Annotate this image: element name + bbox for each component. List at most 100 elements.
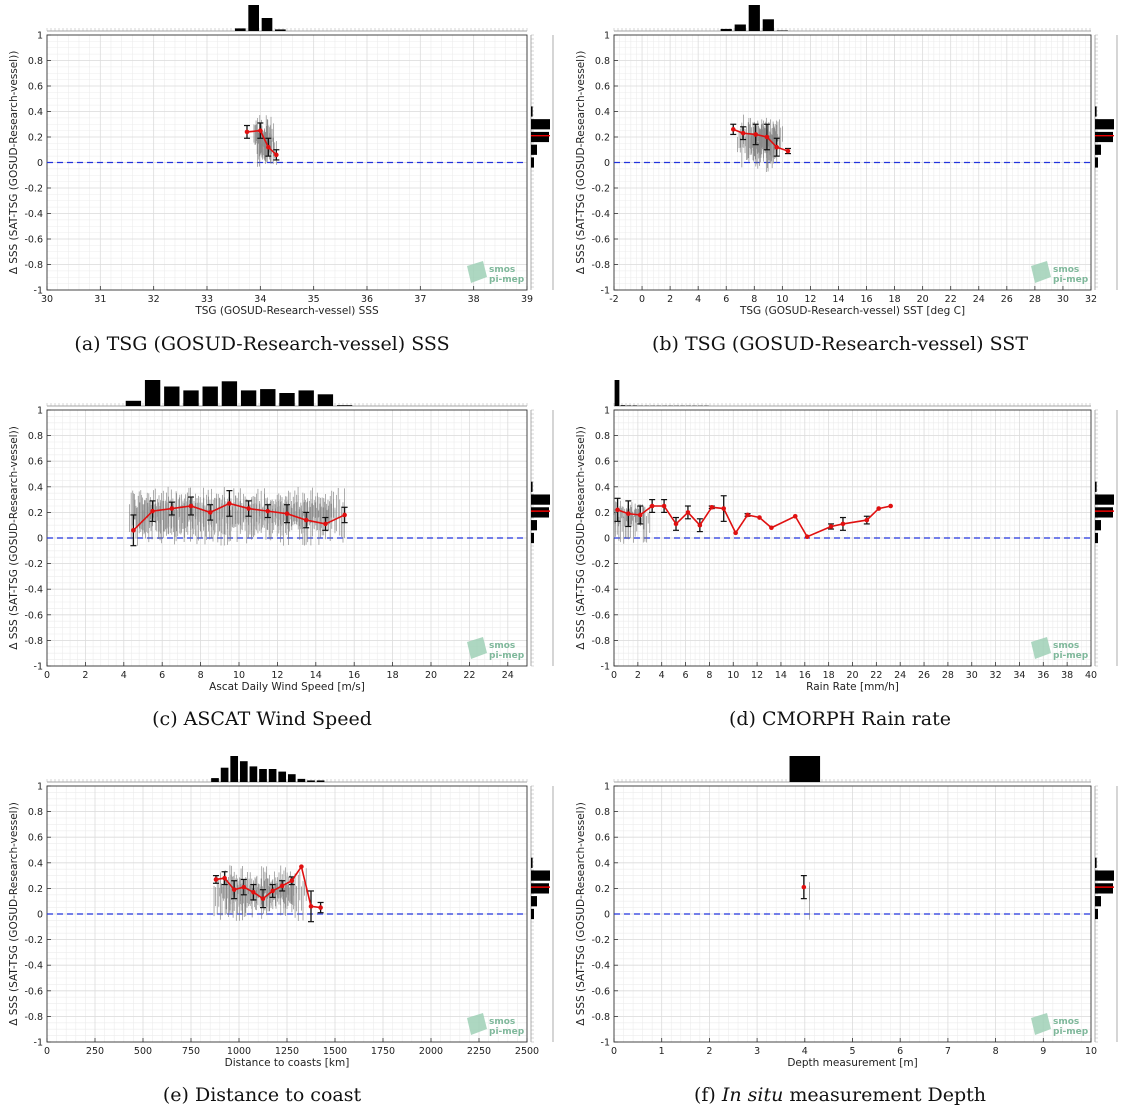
mean-curve <box>730 123 791 157</box>
mean-point <box>284 511 290 516</box>
mean-point <box>792 513 798 519</box>
right-histogram <box>530 785 554 1043</box>
scatter-cloud <box>129 486 345 546</box>
logo-emblem-icon <box>467 261 487 283</box>
caption: (f) In situ measurement Depth <box>694 1084 986 1106</box>
logo-text-pimep: pi-mep <box>489 651 525 661</box>
top-hist-bar <box>248 5 259 31</box>
y-tick-label: -0.6 <box>24 610 43 621</box>
x-tick-label: 24 <box>973 294 985 305</box>
mean-point <box>740 130 746 136</box>
x-tick-label: 37 <box>414 294 426 305</box>
x-tick-label: 34 <box>1013 670 1025 681</box>
y-tick-label: -0.2 <box>591 184 610 195</box>
top-hist-bar <box>720 28 732 31</box>
right-hist-bar <box>531 144 537 155</box>
top-hist-bar <box>261 18 273 31</box>
right-hist-bar <box>531 520 537 531</box>
right-hist-bar <box>531 908 534 920</box>
right-hist-bar <box>1095 119 1114 130</box>
x-tick-label: 1000 <box>227 1046 251 1057</box>
chart-panel-a: 30 31 32 33 34 35 36 37 38 39 -1 -0.8 -0.6 -0.4 -0.2 0 0… <box>8 5 554 355</box>
top-hist-bar <box>125 400 142 406</box>
caption-post: measurement Depth <box>783 1084 986 1106</box>
y-tick-label: 1 <box>604 31 610 42</box>
x-tick-label: 16 <box>799 670 811 681</box>
y-tick-label: 1 <box>604 782 610 793</box>
x-tick-label: 38 <box>1061 670 1073 681</box>
x-tick-label: 18 <box>823 670 835 681</box>
y-tick-label: 0 <box>604 534 610 545</box>
mean-point <box>251 889 256 895</box>
y-axis-label: Δ SSS (SAT-TSG (GOSUD-Research-vessel)) <box>8 426 20 650</box>
x-tick-label: 20 <box>425 670 437 681</box>
right-hist-bar <box>1095 857 1097 868</box>
top-hist-bar <box>275 29 286 31</box>
mean-point <box>244 129 250 135</box>
y-tick-label: -1 <box>34 286 43 297</box>
logo-emblem-icon <box>467 1013 487 1035</box>
chart-panel-f: 0 1 2 3 4 5 6 7 8 9 10 -1 -0.8 -0.6 -0.4 -0.2 0 0.2 0.4 0.6… <box>575 756 1118 1106</box>
y-tick-label: -0.8 <box>591 636 610 647</box>
mean-point <box>774 144 780 150</box>
x-tick-label: 1750 <box>371 1046 395 1057</box>
y-tick-label: -0.2 <box>24 184 43 195</box>
right-histogram <box>1094 785 1118 1043</box>
right-hist-bar <box>531 883 549 894</box>
y-tick-label: 1 <box>37 406 43 417</box>
right-hist-bar <box>1095 494 1114 505</box>
x-tick-label: 8 <box>198 670 204 681</box>
x-tick-label: 2250 <box>467 1046 491 1057</box>
x-tick-label: 3 <box>754 1046 760 1057</box>
y-tick-label: 0.2 <box>595 884 610 895</box>
right-hist-bar <box>531 494 550 505</box>
x-tick-label: 20 <box>846 670 858 681</box>
x-tick-label: 22 <box>463 670 475 681</box>
x-tick-label: 18 <box>387 670 399 681</box>
mean-point <box>131 528 136 533</box>
top-hist-bar <box>278 771 287 782</box>
x-tick-label: 250 <box>86 1046 104 1057</box>
scatter-cloud <box>613 500 651 544</box>
grid-major <box>613 785 1092 1043</box>
logo-emblem-icon <box>1031 1013 1051 1035</box>
top-hist-bar <box>260 389 276 406</box>
top-hist-bar <box>268 769 277 782</box>
logo-text-pimep: pi-mep <box>1053 275 1089 285</box>
top-hist-bar <box>220 767 229 782</box>
x-tick-label: 6 <box>723 294 729 305</box>
chart-panel-d: 0 2 4 6 8 10 12 14 16 18 20 22 24 26 28 30 32 34 36 38 40-1-… <box>575 380 1118 730</box>
mean-point <box>270 888 275 894</box>
top-histogram <box>613 756 1091 783</box>
logo-text-smos: smos <box>489 1017 515 1027</box>
x-tick-label: 33 <box>201 294 213 305</box>
x-tick-label: 5 <box>849 1046 855 1057</box>
mean-point <box>299 864 304 869</box>
x-tick-label: 22 <box>870 670 882 681</box>
mean-curve <box>244 122 280 161</box>
x-axis-label: Distance to coasts [km] <box>225 1057 350 1069</box>
y-tick-label: -0.4 <box>24 585 43 596</box>
x-axis-label: Ascat Daily Wind Speed [m/s] <box>209 681 365 693</box>
x-tick-label: 2 <box>667 294 673 305</box>
mean-point <box>207 510 213 515</box>
y-tick-label: -1 <box>34 1038 43 1049</box>
x-tick-label: 20 <box>917 294 929 305</box>
mean-point <box>864 517 870 523</box>
right-hist-bar <box>531 857 533 868</box>
x-tick-label: 750 <box>182 1046 200 1057</box>
top-hist-bar <box>762 19 774 31</box>
caption: (c) ASCAT Wind Speed <box>152 708 372 730</box>
y-tick-label: 0.4 <box>595 107 610 118</box>
logo-text-pimep: pi-mep <box>489 1027 525 1037</box>
caption: (e) Distance to coast <box>163 1084 362 1106</box>
x-tick-label: 7 <box>945 1046 951 1057</box>
top-histogram <box>613 380 1091 407</box>
mean-point <box>661 503 667 509</box>
top-histogram <box>46 756 528 783</box>
top-hist-bar <box>298 390 314 406</box>
right-hist-bar <box>1095 908 1098 920</box>
y-tick-label: 0.4 <box>595 858 610 869</box>
mean-point <box>804 534 810 540</box>
x-tick-label: 4 <box>121 670 127 681</box>
